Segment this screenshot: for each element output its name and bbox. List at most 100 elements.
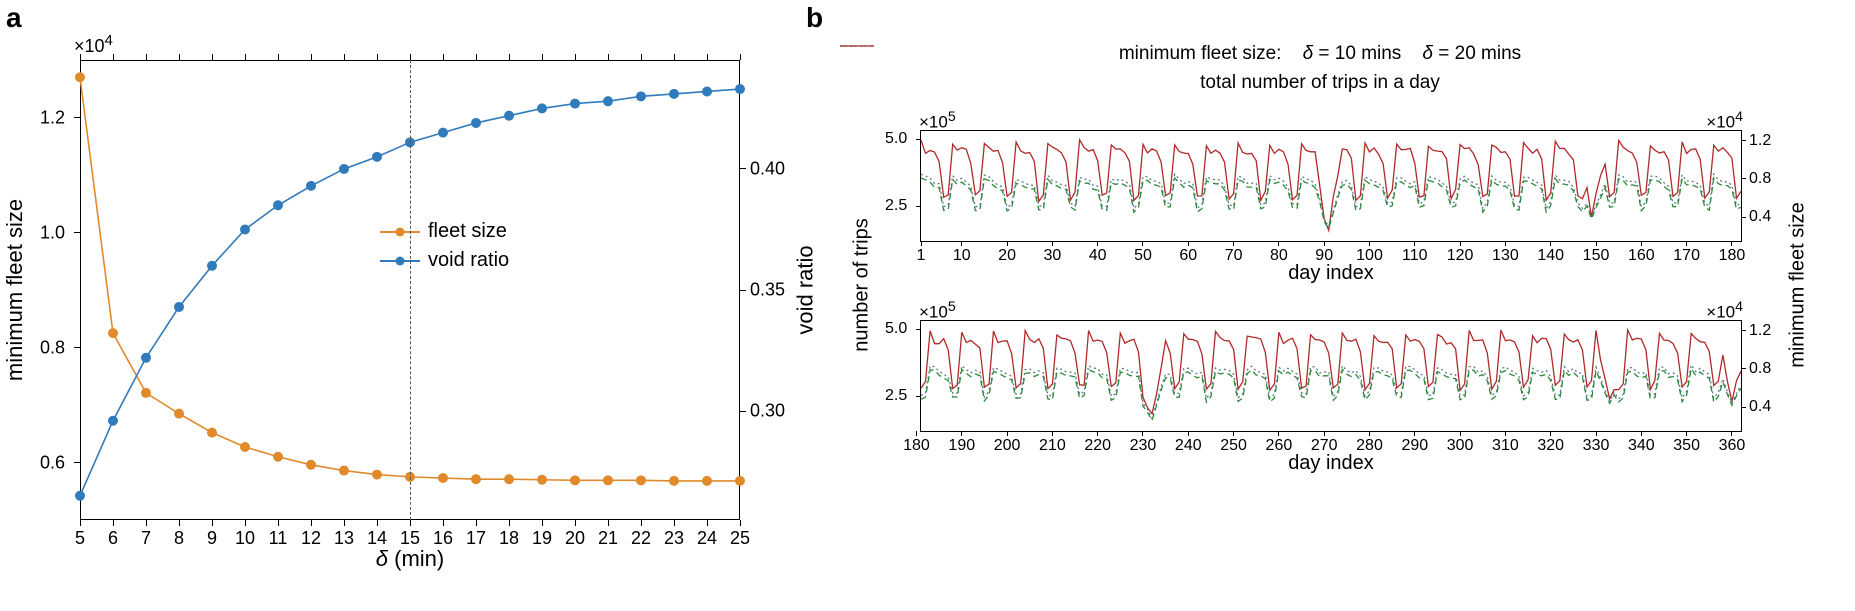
- xtick-label: 310: [1492, 437, 1519, 455]
- yltick-label: 5.0: [885, 130, 907, 148]
- panel-a-ylabel-left: minimum fleet size: [2, 199, 28, 381]
- xtick-label: 330: [1583, 437, 1610, 455]
- xtick-label: 200: [994, 437, 1021, 455]
- panel-b-sub1-svg: [921, 131, 1741, 241]
- yltick-label: 1.0: [40, 222, 70, 243]
- panel-b-sub2-exp-left: ×105: [919, 299, 956, 323]
- xtick-label: 30: [1043, 247, 1061, 265]
- xtick-label: 360: [1719, 437, 1746, 455]
- xtick-label: 22: [631, 528, 651, 549]
- xtick-label: 23: [664, 528, 684, 549]
- xtick-label: 150: [1583, 247, 1610, 265]
- xtick-label: 11: [269, 528, 288, 549]
- xtick-label: 250: [1220, 437, 1247, 455]
- panel-b-sub2-exp-right: ×104: [1706, 299, 1743, 323]
- xtick-label: 12: [301, 528, 321, 549]
- xtick-label: 180: [1719, 247, 1746, 265]
- yrtick-label: 1.2: [1749, 322, 1771, 340]
- xtick-label: 15: [400, 528, 420, 549]
- xtick-label: 17: [466, 528, 486, 549]
- xtick-label: 140: [1537, 247, 1564, 265]
- xtick-label: 130: [1492, 247, 1519, 265]
- xtick-label: 340: [1628, 437, 1655, 455]
- xtick-label: 21: [598, 528, 618, 549]
- panel-a-legend: fleet size void ratio: [380, 220, 509, 278]
- xtick-label: 5: [75, 528, 85, 549]
- xtick-label: 20: [565, 528, 585, 549]
- xtick-label: 160: [1628, 247, 1655, 265]
- xtick-label: 7: [141, 528, 151, 549]
- panel-b-ylabel-left: number of trips: [851, 218, 874, 351]
- xtick-label: 170: [1673, 247, 1700, 265]
- panel-a-ylabel-right: void ratio: [792, 245, 818, 334]
- panel-a: ×104 minimum fleet size void ratio δ (mi…: [80, 60, 740, 520]
- panel-b-label: b: [806, 2, 823, 34]
- xtick-label: 9: [207, 528, 217, 549]
- panel-b-legend: minimum fleet size: δ = 10 mins δ = 20 m…: [840, 40, 1800, 97]
- xtick-label: 230: [1130, 437, 1157, 455]
- xtick-label: 260: [1266, 437, 1293, 455]
- yrtick-label: 0.4: [1749, 398, 1771, 416]
- xtick-label: 80: [1270, 247, 1288, 265]
- legend-fleet: fleet size: [380, 220, 509, 243]
- yltick-label: 5.0: [885, 320, 907, 338]
- xtick-label: 8: [174, 528, 184, 549]
- xtick-label: 10: [235, 528, 255, 549]
- xtick-label: 60: [1179, 247, 1197, 265]
- legend-void-label: void ratio: [428, 249, 509, 272]
- xtick-label: 220: [1084, 437, 1111, 455]
- xtick-label: 1: [917, 247, 926, 265]
- legend-void: void ratio: [380, 249, 509, 272]
- yrtick-label: 0.8: [1749, 360, 1771, 378]
- xtick-label: 180: [903, 437, 930, 455]
- xtick-label: 40: [1089, 247, 1107, 265]
- xtick-label: 25: [730, 528, 750, 549]
- xtick-label: 110: [1402, 247, 1428, 265]
- xtick-label: 13: [334, 528, 354, 549]
- xtick-label: 320: [1537, 437, 1564, 455]
- xtick-label: 210: [1039, 437, 1066, 455]
- panel-b-ylabel-right: minimum fleet size: [1787, 202, 1810, 368]
- yrtick-label: 0.40: [750, 158, 785, 179]
- yrtick-label: 1.2: [1749, 132, 1771, 150]
- xtick-label: 100: [1356, 247, 1383, 265]
- xtick-label: 300: [1447, 437, 1474, 455]
- yltick-label: 0.6: [40, 452, 70, 473]
- xtick-label: 240: [1175, 437, 1202, 455]
- xtick-label: 50: [1134, 247, 1152, 265]
- panel-a-xlabel: δ (min): [376, 546, 444, 572]
- panel-b-sub1-exp-right: ×104: [1706, 109, 1743, 133]
- xtick-label: 70: [1225, 247, 1243, 265]
- xtick-label: 16: [433, 528, 453, 549]
- legend-fleet-label: fleet size: [428, 220, 507, 243]
- xtick-label: 10: [953, 247, 971, 265]
- xtick-label: 290: [1401, 437, 1428, 455]
- xtick-label: 190: [948, 437, 975, 455]
- panel-b-sub2-xlabel: day index: [1288, 452, 1374, 475]
- xtick-label: 280: [1356, 437, 1383, 455]
- figure: a b ×104 minimum fleet size void ratio δ…: [0, 0, 1855, 611]
- xtick-label: 90: [1315, 247, 1333, 265]
- yltick-label: 2.5: [885, 197, 907, 215]
- xtick-label: 18: [499, 528, 519, 549]
- xtick-label: 120: [1447, 247, 1474, 265]
- reference-vline: [410, 60, 411, 520]
- xtick-label: 24: [697, 528, 717, 549]
- xtick-label: 270: [1311, 437, 1338, 455]
- legend-b-prefix: minimum fleet size:: [1119, 43, 1282, 64]
- yrtick-label: 0.8: [1749, 170, 1771, 188]
- yltick-label: 0.8: [40, 337, 70, 358]
- xtick-label: 19: [532, 528, 552, 549]
- xtick-label: 6: [108, 528, 118, 549]
- panel-b-sub2: ×105 ×104 day index 18019020021022023024…: [920, 320, 1742, 432]
- yrtick-label: 0.35: [750, 280, 785, 301]
- yltick-label: 1.2: [40, 107, 70, 128]
- xtick-label: 20: [998, 247, 1016, 265]
- panel-b-sub1-exp-left: ×105: [919, 109, 956, 133]
- xtick-label: 14: [367, 528, 387, 549]
- xtick-label: 350: [1673, 437, 1700, 455]
- panel-a-label: a: [6, 2, 22, 34]
- legend-b-trips: total number of trips in a day: [1200, 72, 1440, 93]
- yrtick-label: 0.30: [750, 401, 785, 422]
- panel-b-sub1-xlabel: day index: [1288, 262, 1374, 285]
